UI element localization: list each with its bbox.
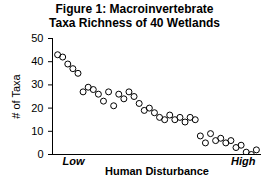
- html-text:Figure 1: Macroinvertebrate Ta: Figure 1: Macroinvertebrate Taxa Richnes…: [49, 2, 220, 30]
- svg-text:40: 40: [31, 55, 43, 67]
- svg-text:10: 10: [31, 125, 43, 137]
- svg-text:Low: Low: [63, 155, 86, 167]
- svg-text:0: 0: [37, 148, 43, 160]
- svg-text:30: 30: [31, 78, 43, 90]
- svg-text:High: High: [231, 155, 256, 167]
- svg-text:# of Taxa: # of Taxa: [10, 73, 22, 118]
- svg-text:Human Disturbance: Human Disturbance: [105, 165, 209, 177]
- svg-text:20: 20: [31, 102, 43, 114]
- svg-text:50: 50: [31, 32, 43, 44]
